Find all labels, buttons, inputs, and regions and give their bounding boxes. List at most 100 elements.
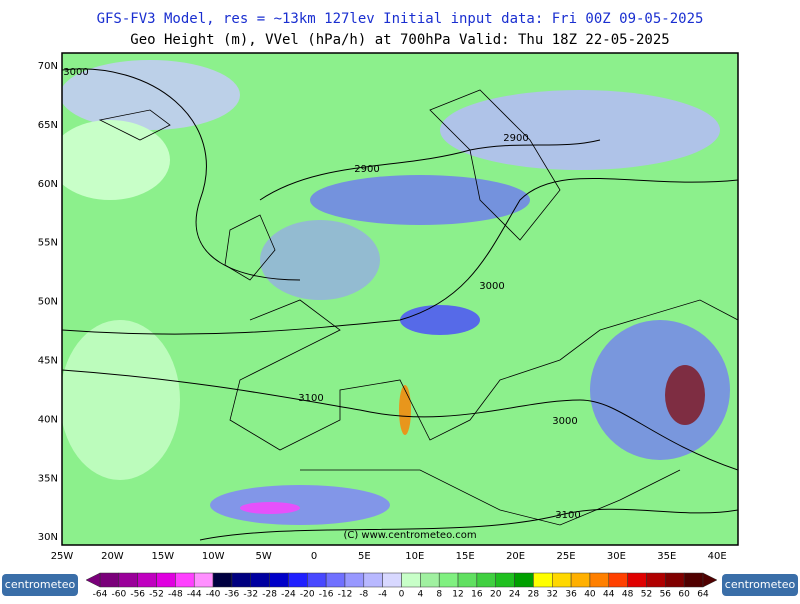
field-patch — [240, 502, 300, 514]
colorbar-tick-label: 4 — [417, 590, 423, 600]
lon-label: 5W — [255, 551, 271, 562]
contour-label: 3000 — [63, 67, 88, 78]
lon-label: 20E — [506, 551, 525, 562]
contour-label: 3100 — [298, 393, 323, 404]
colorbar-tick-label: -16 — [319, 590, 334, 600]
colorbar-tick-label: 8 — [436, 590, 442, 600]
lon-label: 25E — [556, 551, 575, 562]
colorbar-swatch — [401, 572, 421, 588]
colorbar-swatch — [363, 572, 383, 588]
colorbar-swatch — [457, 572, 478, 588]
contour-label: 2900 — [354, 164, 379, 175]
lat-label: 35N — [38, 473, 58, 484]
height-contour — [62, 177, 738, 335]
lon-label: 20W — [101, 551, 124, 562]
colorbar-swatch — [175, 572, 195, 588]
colorbar-swatch — [269, 572, 289, 588]
colorbar-swatch — [99, 572, 120, 588]
colorbar-swatch — [137, 572, 157, 588]
height-contour — [62, 369, 738, 471]
colorbar-swatch — [382, 572, 402, 588]
colorbar-swatch — [683, 572, 704, 588]
coastline — [98, 89, 738, 526]
colorbar-tick-label: 16 — [471, 590, 483, 600]
lon-label: 10E — [405, 551, 424, 562]
colorbar-tick-label: -8 — [359, 590, 368, 600]
colorbar-end — [702, 572, 718, 588]
lon-label: 5E — [358, 551, 371, 562]
contour-label: 3000 — [552, 416, 577, 427]
colorbar-tick-label: 32 — [547, 590, 558, 600]
colorbar-swatch — [420, 572, 440, 588]
colorbar-tick-label: -28 — [262, 590, 277, 600]
colorbar-tick-label: -32 — [243, 590, 258, 600]
colorbar-end — [85, 572, 101, 588]
lat-label: 70N — [38, 61, 58, 72]
lat-label: 65N — [38, 120, 58, 131]
field-patch — [665, 365, 705, 425]
colorbar-tick-label: -40 — [206, 590, 221, 600]
title-line2: Geo Height (m), VVel (hPa/h) at 700hPa V… — [130, 32, 669, 48]
colorbar-tick-label: -52 — [149, 590, 164, 600]
colorbar-swatch — [476, 572, 496, 588]
colorbar-tick-label: 36 — [565, 590, 577, 600]
lon-label: 30E — [607, 551, 626, 562]
title-line1: GFS-FV3 Model, res = ~13km 127lev Initia… — [97, 11, 704, 27]
height-contour — [199, 508, 738, 541]
lat-label: 45N — [38, 356, 58, 367]
colorbar-swatch — [288, 572, 308, 588]
colorbar-tick-label: 60 — [678, 590, 690, 600]
colorbar-tick-label: -4 — [378, 590, 387, 600]
map-area: 3000 2900 2900 3000 3100 3000 3100 (C) w… — [61, 52, 739, 546]
field-patch — [400, 305, 480, 335]
colorbar-tick-label: 24 — [509, 590, 521, 600]
colorbar-swatch — [627, 572, 647, 588]
lat-label: 55N — [38, 238, 58, 249]
lon-label: 15W — [151, 551, 174, 562]
colorbar-tick-label: -44 — [187, 590, 202, 600]
colorbar-swatch — [533, 572, 553, 588]
colorbar-tick-label: -12 — [338, 590, 353, 600]
colorbar-swatch — [589, 572, 610, 588]
colorbar-swatch — [646, 572, 666, 588]
lat-label: 40N — [38, 414, 58, 425]
colorbar-tick-label: -56 — [130, 590, 145, 600]
field-patch — [590, 320, 730, 460]
field-patch — [210, 485, 390, 525]
field-patch — [62, 320, 180, 480]
colorbar-tick-label: -60 — [111, 590, 126, 600]
colorbar-swatch — [438, 572, 459, 588]
colorbar-swatch — [156, 572, 176, 588]
height-contour — [259, 139, 601, 201]
map-frame — [61, 52, 739, 546]
logo-box — [722, 574, 798, 596]
lat-label: 50N — [38, 297, 58, 308]
colorbar-swatch — [118, 572, 138, 588]
colorbar-tick-label: -36 — [225, 590, 240, 600]
colorbar-swatch — [495, 572, 515, 588]
colorbar-tick-label: 40 — [584, 590, 596, 600]
colorbar-tick-label: 52 — [641, 590, 652, 600]
colorbar-tick-label: 44 — [603, 590, 615, 600]
colorbar-swatch — [193, 572, 214, 588]
copyright: (C) www.centrometeo.com — [343, 530, 476, 541]
colorbar-swatch — [665, 572, 685, 588]
logo-right: centrometeo — [722, 574, 798, 596]
lat-label: 60N — [38, 179, 58, 190]
height-contour — [62, 68, 301, 281]
colorbar-swatch — [344, 572, 365, 588]
colorbar-tick-label: 28 — [528, 590, 540, 600]
colorbar-tick-label: 20 — [490, 590, 502, 600]
colorbar-tick-label: -20 — [300, 590, 315, 600]
lat-label: 30N — [38, 532, 58, 543]
logo-text: centrometeo — [725, 578, 796, 591]
colorbar-tick-label: 0 — [399, 590, 405, 600]
colorbar-swatch — [231, 572, 251, 588]
lon-label: 25W — [51, 551, 74, 562]
colorbar-swatch — [325, 572, 346, 588]
field-patch — [310, 175, 530, 225]
colorbar-swatch — [250, 572, 270, 588]
colorbar-tick-label: 48 — [622, 590, 634, 600]
colorbar-tick-label: -24 — [281, 590, 296, 600]
